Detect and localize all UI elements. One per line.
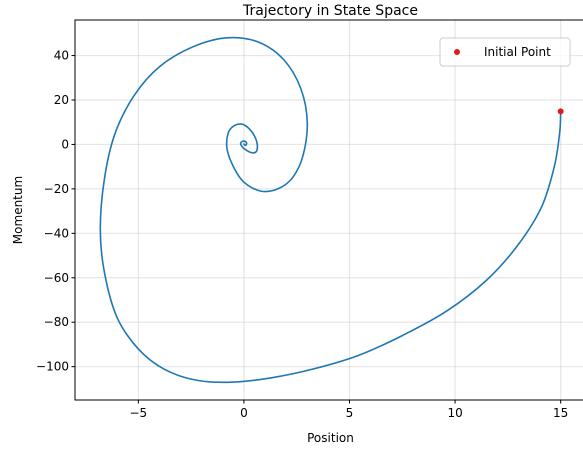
y-tick-label: −100	[36, 360, 69, 374]
x-tick-label: 5	[346, 406, 354, 420]
x-tick-label: −5	[129, 406, 147, 420]
tick-layer: −5 0 5 10 15 40 20 0 −20 −40 −60 −80 −100	[36, 49, 568, 420]
chart-title: Trajectory in State Space	[242, 3, 418, 19]
legend: Initial Point	[439, 37, 571, 67]
legend-label-initial-point: Initial Point	[484, 45, 551, 59]
grid-layer	[75, 20, 583, 400]
y-tick-label: −60	[44, 271, 69, 285]
y-tick-label: −80	[44, 315, 69, 329]
plot-frame	[74, 19, 583, 401]
x-tick-label: 15	[553, 406, 568, 420]
y-tick-label: −20	[44, 182, 69, 196]
plot-layer	[99, 36, 564, 384]
y-tick-label: 0	[61, 137, 69, 151]
trajectory-line	[99, 36, 562, 384]
x-axis-label: Position	[307, 431, 354, 445]
y-axis-label: Momentum	[11, 176, 25, 244]
x-tick-label: 0	[240, 406, 248, 420]
y-tick-label: 20	[54, 93, 69, 107]
y-tick-label: −40	[44, 226, 69, 240]
initial-point-marker	[557, 108, 564, 115]
x-tick-label: 10	[447, 406, 462, 420]
legend-box	[439, 37, 571, 67]
y-tick-label: 40	[54, 49, 69, 63]
legend-marker-initial-point	[454, 49, 460, 55]
